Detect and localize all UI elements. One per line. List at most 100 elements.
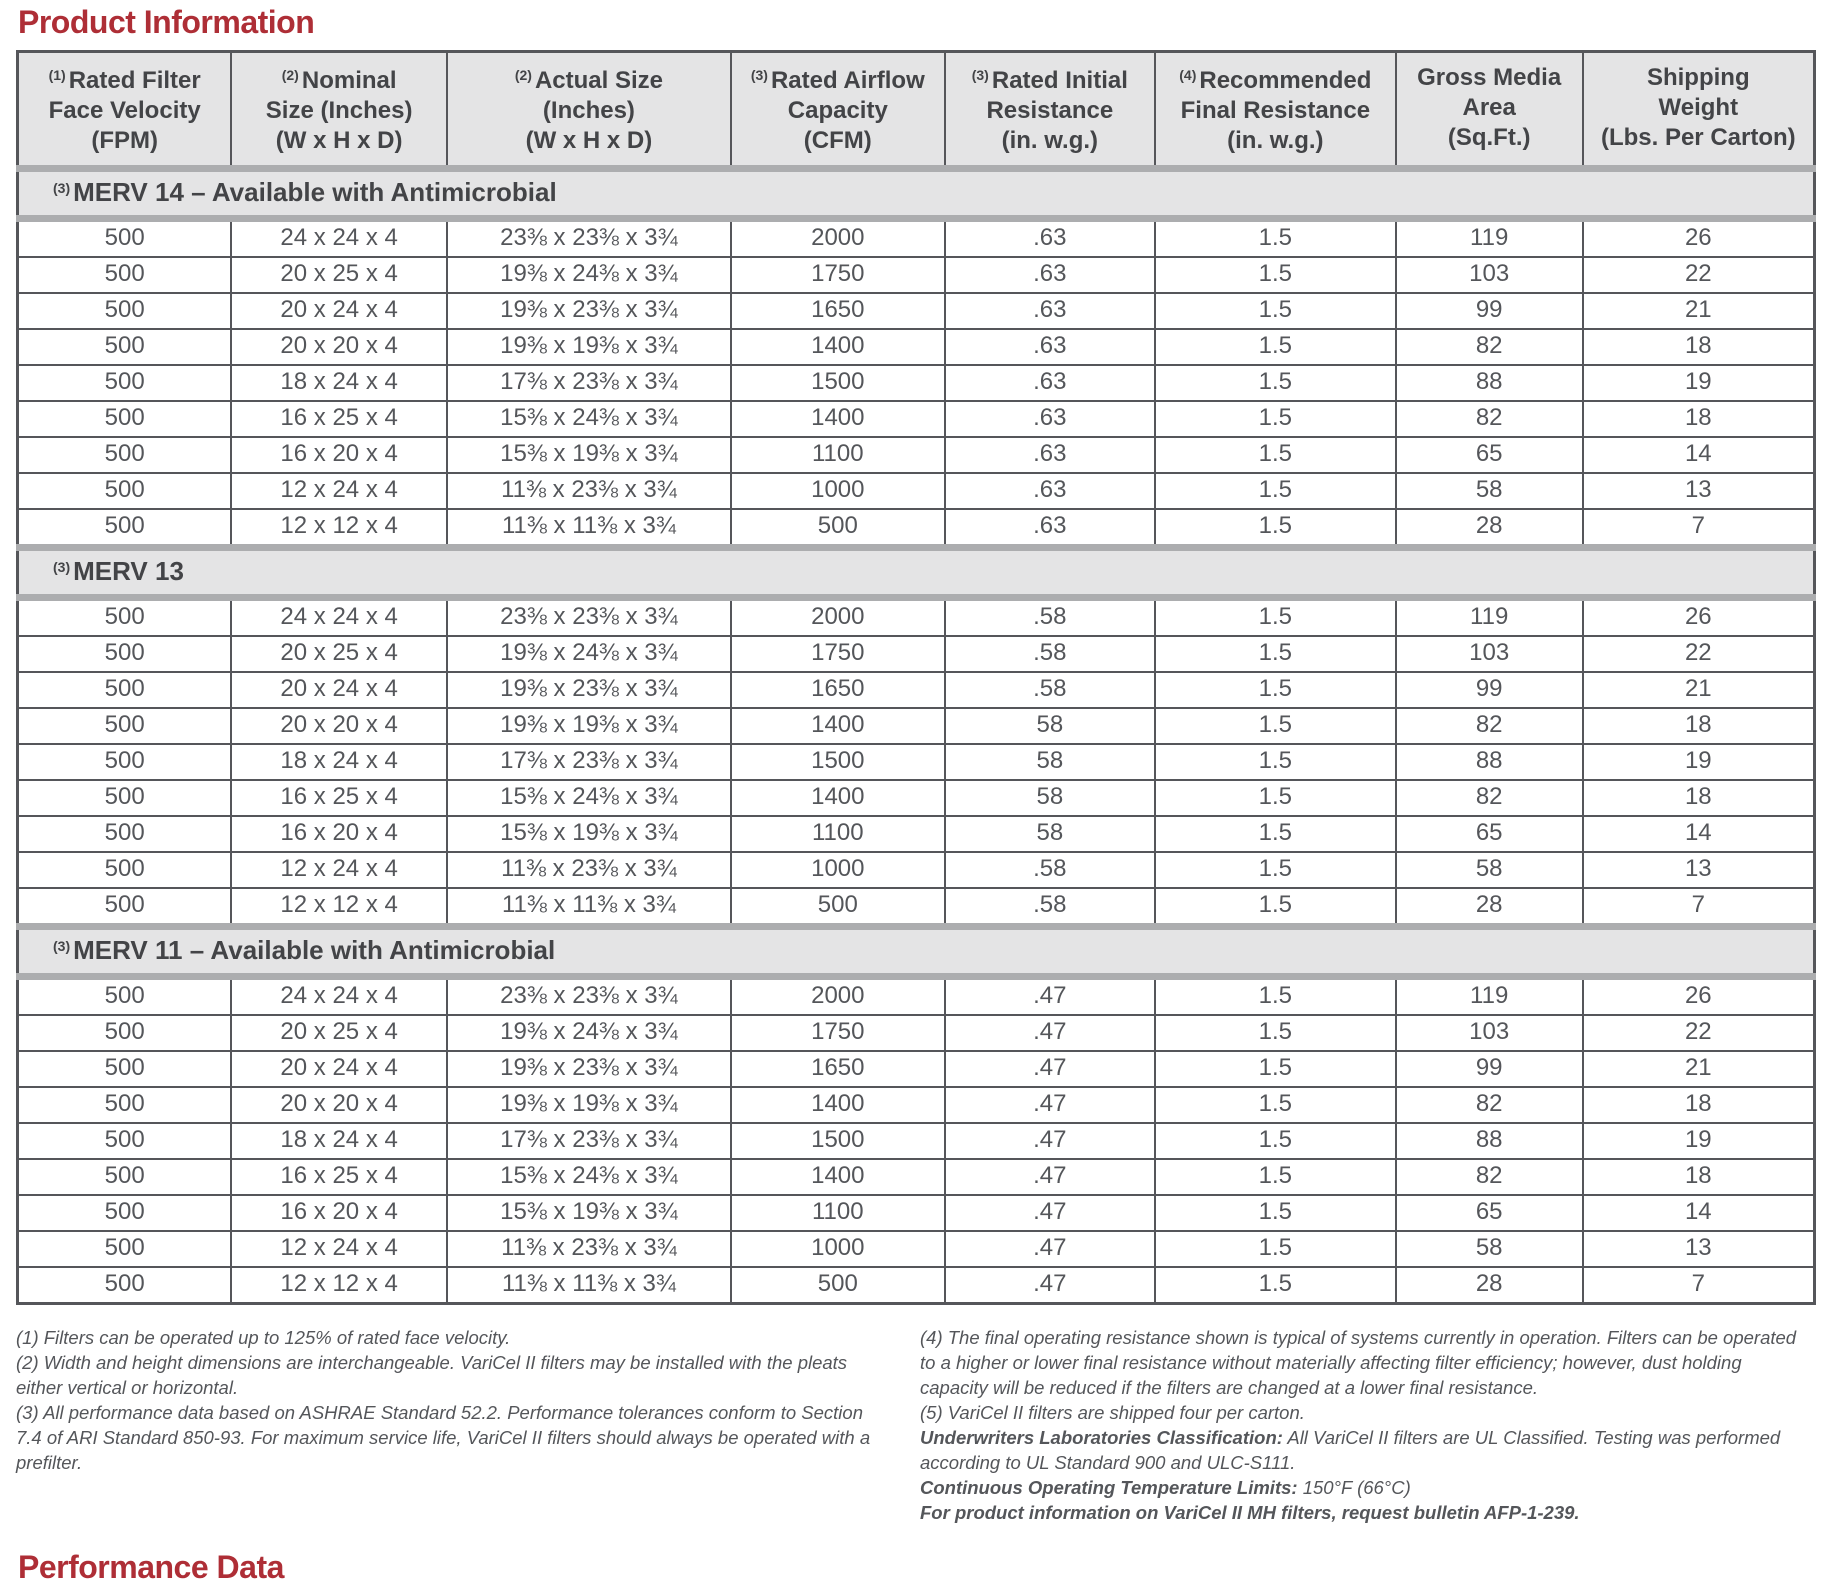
column-header-actual-size: (2) Actual Size (Inches) (W x H x D)	[445, 51, 731, 169]
column-header-final-resistance: (4) Recommended Final Resistance (in. w.g.)	[1153, 51, 1396, 169]
footnote: (5) VariCel II filters are shipped four …	[920, 1400, 1810, 1425]
cell-initial-resistance: .47	[943, 1121, 1156, 1160]
cell-media-area: 82	[1394, 1157, 1584, 1196]
cell-media-area: 119	[1394, 217, 1584, 258]
cell-media-area: 88	[1394, 363, 1584, 402]
section-title: MERV 11 – Available with Antimicrobial	[73, 934, 556, 965]
cell-actual-size: 23⅜ x 23⅜ x 3¾	[445, 217, 732, 258]
cell-shipping-weight: 19	[1581, 742, 1815, 781]
cell-nominal-size: 24 x 24 x 4	[230, 596, 448, 637]
column-header-line: (Lbs. Per Carton)	[1586, 123, 1811, 153]
cell-actual-size: 11⅜ x 11⅜ x 3¾	[445, 886, 732, 928]
cell-final-resistance: 1.5	[1153, 886, 1397, 928]
cell-media-area: 99	[1394, 670, 1584, 709]
section-header-cell: (3) MERV 13	[17, 543, 1815, 601]
cell-velocity: 500	[17, 1121, 233, 1160]
cell-airflow: 1400	[729, 399, 946, 438]
cell-velocity: 500	[17, 291, 233, 330]
cell-initial-resistance: .63	[943, 435, 1156, 474]
cell-final-resistance: 1.5	[1153, 975, 1397, 1016]
column-header-text: Actual Size	[534, 66, 663, 94]
cell-shipping-weight: 21	[1581, 670, 1815, 709]
table-row: 500 18 x 24 x 4 17⅜ x 23⅜ x 3¾ 1500 58 1.5 88 1…	[17, 742, 1815, 781]
column-header-text: Size (Inches)	[265, 96, 413, 124]
cell-media-area: 58	[1394, 471, 1584, 510]
cell-nominal-size: 12 x 24 x 4	[230, 1229, 448, 1268]
column-header-initial-resistance: (3) Rated Initial Resistance (in. w.g.)	[943, 51, 1155, 169]
column-header-text: Final Resistance	[1180, 96, 1371, 124]
cell-initial-resistance: .47	[943, 1229, 1156, 1268]
column-header-text: (CFM)	[803, 126, 872, 154]
cell-shipping-weight: 7	[1581, 886, 1815, 928]
cell-airflow: 1650	[729, 291, 946, 330]
column-header-line: Resistance	[948, 96, 1152, 126]
column-header-text: (in. w.g.)	[1001, 126, 1099, 154]
cell-actual-size: 19⅜ x 19⅜ x 3¾	[445, 706, 732, 745]
cell-airflow: 1650	[729, 670, 946, 709]
cell-velocity: 500	[17, 507, 233, 549]
cell-initial-resistance: .63	[943, 471, 1156, 510]
footnote-marker: (3)	[750, 66, 768, 83]
cell-media-area: 103	[1394, 255, 1584, 294]
cell-final-resistance: 1.5	[1153, 706, 1397, 745]
cell-nominal-size: 18 x 24 x 4	[230, 1121, 448, 1160]
performance-data-title: Performance Data	[18, 1548, 284, 1585]
column-header-line: Final Resistance	[1158, 96, 1393, 126]
cell-velocity: 500	[17, 975, 233, 1016]
cell-shipping-weight: 22	[1581, 255, 1815, 294]
footnote-text: (4) The final operating resistance shown…	[920, 1326, 1797, 1398]
cell-velocity: 500	[17, 742, 233, 781]
cell-nominal-size: 16 x 25 x 4	[230, 1157, 448, 1196]
table-row: 500 12 x 12 x 4 11⅜ x 11⅜ x 3¾ 500.63 1.5 28 7	[17, 507, 1815, 549]
column-header-text: Weight	[1658, 93, 1739, 121]
table-row: 500 20 x 25 x 4 19⅜ x 24⅜ x 3¾ 1750.58 1.5 10…	[17, 634, 1815, 673]
cell-actual-size: 23⅜ x 23⅜ x 3¾	[445, 596, 732, 637]
cell-nominal-size: 16 x 20 x 4	[230, 435, 448, 474]
footnote-text: Underwriters Laboratories Classification…	[920, 1426, 1283, 1448]
cell-actual-size: 17⅜ x 23⅜ x 3¾	[445, 742, 732, 781]
cell-media-area: 103	[1394, 634, 1584, 673]
footnote-marker: (2)	[514, 66, 532, 83]
cell-nominal-size: 20 x 25 x 4	[230, 634, 448, 673]
cell-shipping-weight: 14	[1581, 435, 1815, 474]
cell-velocity: 500	[17, 255, 233, 294]
cell-shipping-weight: 7	[1581, 507, 1815, 549]
table-body: (3) MERV 14 – Available with Antimicrobia…	[17, 164, 1815, 1305]
cell-media-area: 99	[1394, 291, 1584, 330]
cell-media-area: 82	[1394, 327, 1584, 366]
cell-media-area: 88	[1394, 1121, 1584, 1160]
cell-final-resistance: 1.5	[1153, 1265, 1397, 1305]
column-header-line: Weight	[1586, 93, 1811, 123]
cell-shipping-weight: 13	[1581, 1229, 1815, 1268]
cell-nominal-size: 20 x 20 x 4	[230, 1085, 448, 1124]
table-row: 500 16 x 20 x 4 15⅜ x 19⅜ x 3¾ 1100 58 1.5 65 1…	[17, 814, 1815, 853]
column-header-text: Rated Initial	[991, 66, 1128, 94]
cell-shipping-weight: 26	[1581, 975, 1815, 1016]
cell-final-resistance: 1.5	[1153, 634, 1397, 673]
table-row: 500 20 x 20 x 4 19⅜ x 19⅜ x 3¾ 1400.47 1.5 82…	[17, 1085, 1815, 1124]
cell-actual-size: 19⅜ x 24⅜ x 3¾	[445, 255, 732, 294]
cell-velocity: 500	[17, 435, 233, 474]
column-header-line: Area	[1399, 93, 1580, 123]
table-row: 500 12 x 24 x 4 11⅜ x 23⅜ x 3¾ 1000.63 1.5 58…	[17, 471, 1815, 510]
section-header-merv-11: (3) MERV 11 – Available with Antimicrobia…	[17, 922, 1815, 980]
cell-nominal-size: 20 x 20 x 4	[230, 327, 448, 366]
cell-shipping-weight: 21	[1581, 291, 1815, 330]
column-header-text: Resistance	[986, 96, 1114, 124]
cell-nominal-size: 16 x 20 x 4	[230, 1193, 448, 1232]
footnote: (1) Filters can be operated up to 125% o…	[16, 1326, 511, 1348]
cell-media-area: 103	[1394, 1013, 1584, 1052]
table-row: 500 20 x 25 x 4 19⅜ x 24⅜ x 3¾ 1750.47 1.5 10…	[17, 1013, 1815, 1052]
cell-velocity: 500	[17, 471, 233, 510]
cell-media-area: 119	[1394, 596, 1584, 637]
cell-final-resistance: 1.5	[1153, 291, 1397, 330]
cell-velocity: 500	[17, 814, 233, 853]
column-header-line: (W x H x D)	[450, 126, 728, 156]
cell-nominal-size: 20 x 25 x 4	[230, 1013, 448, 1052]
table-row: 500 12 x 12 x 4 11⅜ x 11⅜ x 3¾ 500.58 1.5 28 7	[17, 886, 1815, 928]
cell-airflow: 1100	[729, 435, 946, 474]
cell-actual-size: 15⅜ x 19⅜ x 3¾	[445, 814, 732, 853]
column-header-text: Face Velocity	[48, 96, 201, 124]
cell-velocity: 500	[17, 1085, 233, 1124]
cell-initial-resistance: .58	[943, 886, 1156, 928]
